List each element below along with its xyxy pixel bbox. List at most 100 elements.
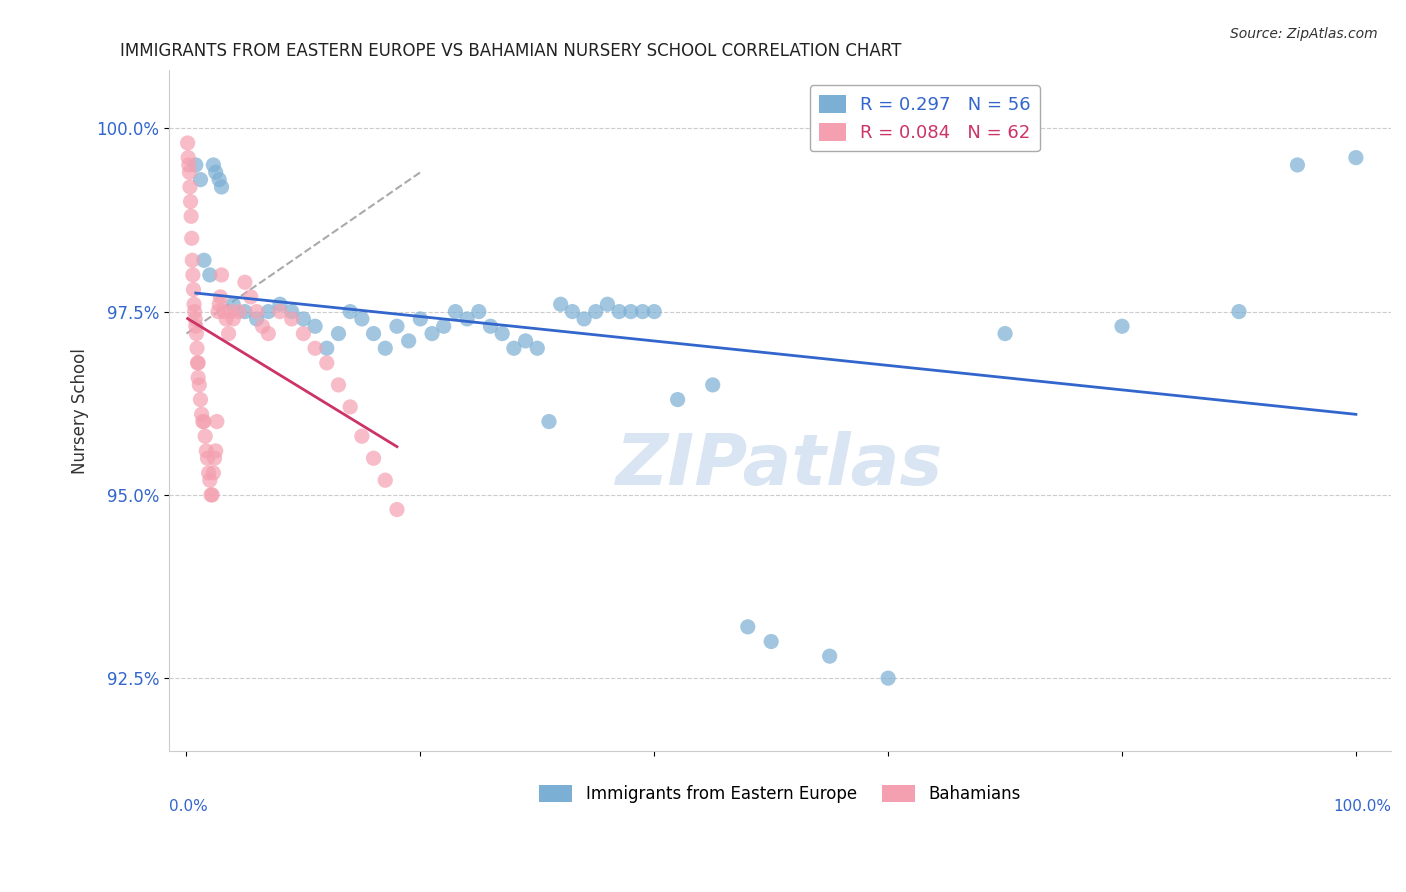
Immigrants from Eastern Europe (350, 312, 373, 326)
Bahamians (209, 290, 232, 304)
Text: 0.0%: 0.0% (169, 799, 208, 814)
Immigrants from Eastern Europe (385, 319, 408, 334)
Immigrants from Eastern Europe (1286, 158, 1309, 172)
Bahamians (233, 275, 256, 289)
Immigrants from Eastern Europe (877, 671, 900, 685)
Immigrants from Eastern Europe (222, 297, 245, 311)
Bahamians (208, 297, 231, 311)
Immigrants from Eastern Europe (620, 304, 643, 318)
Immigrants from Eastern Europe (607, 304, 630, 318)
Immigrants from Eastern Europe (269, 297, 291, 311)
Bahamians (191, 415, 214, 429)
Bahamians (193, 415, 215, 429)
Bahamians (197, 451, 219, 466)
Immigrants from Eastern Europe (666, 392, 689, 407)
Immigrants from Eastern Europe (515, 334, 537, 348)
Immigrants from Eastern Europe (456, 312, 478, 326)
Bahamians (181, 253, 204, 268)
Text: Source: ZipAtlas.com: Source: ZipAtlas.com (1230, 27, 1378, 41)
Bahamians (228, 304, 250, 318)
Text: IMMIGRANTS FROM EASTERN EUROPE VS BAHAMIAN NURSERY SCHOOL CORRELATION CHART: IMMIGRANTS FROM EASTERN EUROPE VS BAHAMI… (120, 42, 901, 60)
Immigrants from Eastern Europe (292, 312, 315, 326)
Bahamians (222, 312, 245, 326)
Bahamians (269, 304, 291, 318)
Immigrants from Eastern Europe (537, 415, 560, 429)
Immigrants from Eastern Europe (202, 158, 225, 172)
Bahamians (202, 466, 225, 480)
Bahamians (190, 392, 212, 407)
Bahamians (280, 312, 302, 326)
Bahamians (183, 297, 205, 311)
Bahamians (184, 312, 207, 326)
Bahamians (186, 326, 208, 341)
Immigrants from Eastern Europe (257, 304, 280, 318)
Bahamians (176, 136, 198, 150)
Immigrants from Eastern Europe (479, 319, 502, 334)
Immigrants from Eastern Europe (246, 312, 269, 326)
Bahamians (190, 407, 212, 421)
Bahamians (195, 443, 218, 458)
Bahamians (246, 304, 269, 318)
Immigrants from Eastern Europe (433, 319, 456, 334)
Bahamians (374, 473, 396, 487)
Bahamians (180, 194, 202, 209)
Legend: Immigrants from Eastern Europe, Bahamians: Immigrants from Eastern Europe, Bahamian… (530, 777, 1029, 812)
Bahamians (218, 326, 240, 341)
Immigrants from Eastern Europe (204, 165, 226, 179)
Bahamians (350, 429, 373, 443)
Bahamians (315, 356, 337, 370)
Immigrants from Eastern Europe (398, 334, 420, 348)
Immigrants from Eastern Europe (526, 341, 548, 355)
Bahamians (197, 466, 219, 480)
Bahamians (186, 341, 208, 355)
Immigrants from Eastern Europe (572, 312, 595, 326)
Immigrants from Eastern Europe (818, 649, 841, 664)
Immigrants from Eastern Europe (994, 326, 1017, 341)
Immigrants from Eastern Europe (304, 319, 326, 334)
Immigrants from Eastern Europe (596, 297, 619, 311)
Bahamians (212, 304, 235, 318)
Immigrants from Eastern Europe (550, 297, 572, 311)
Immigrants from Eastern Europe (702, 378, 724, 392)
Immigrants from Eastern Europe (280, 304, 302, 318)
Bahamians (201, 488, 224, 502)
Immigrants from Eastern Europe (339, 304, 361, 318)
Immigrants from Eastern Europe (233, 304, 256, 318)
Bahamians (204, 443, 226, 458)
Bahamians (184, 319, 207, 334)
Bahamians (179, 180, 201, 194)
Bahamians (292, 326, 315, 341)
Immigrants from Eastern Europe (491, 326, 513, 341)
Bahamians (180, 231, 202, 245)
Text: ZIPatlas: ZIPatlas (616, 431, 943, 500)
Bahamians (219, 304, 242, 318)
Immigrants from Eastern Europe (585, 304, 607, 318)
Immigrants from Eastern Europe (193, 253, 215, 268)
Immigrants from Eastern Europe (444, 304, 467, 318)
Bahamians (200, 488, 222, 502)
Bahamians (328, 378, 350, 392)
Bahamians (239, 290, 262, 304)
Immigrants from Eastern Europe (315, 341, 337, 355)
Bahamians (363, 451, 385, 466)
Bahamians (187, 356, 209, 370)
Immigrants from Eastern Europe (561, 304, 583, 318)
Bahamians (183, 283, 205, 297)
Immigrants from Eastern Europe (468, 304, 491, 318)
Bahamians (183, 304, 205, 318)
Bahamians (257, 326, 280, 341)
Bahamians (207, 304, 229, 318)
Bahamians (198, 473, 221, 487)
Bahamians (211, 268, 233, 282)
Immigrants from Eastern Europe (190, 172, 212, 186)
Immigrants from Eastern Europe (1227, 304, 1250, 318)
Bahamians (194, 429, 217, 443)
Immigrants from Eastern Europe (211, 180, 233, 194)
Bahamians (385, 502, 408, 516)
Bahamians (339, 400, 361, 414)
Immigrants from Eastern Europe (198, 268, 221, 282)
Immigrants from Eastern Europe (1344, 151, 1367, 165)
Bahamians (252, 319, 274, 334)
Immigrants from Eastern Europe (409, 312, 432, 326)
Immigrants from Eastern Europe (1111, 319, 1133, 334)
